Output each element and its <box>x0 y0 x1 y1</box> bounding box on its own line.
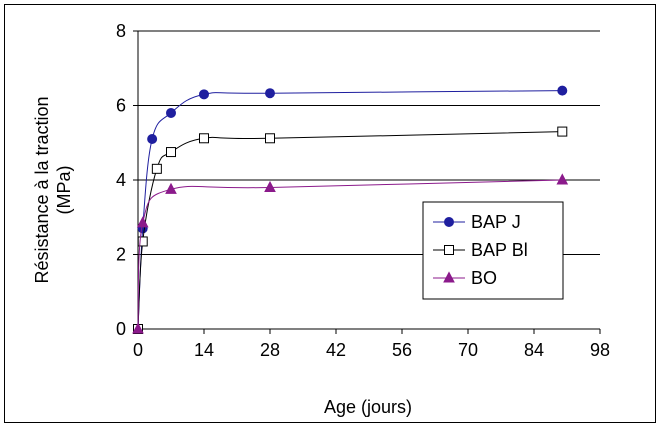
x-tick-label: 70 <box>458 340 478 360</box>
legend-label: BAP Bl <box>471 240 528 260</box>
legend: BAP J BAP Bl BO <box>422 201 564 300</box>
x-tick-label: 0 <box>133 340 143 360</box>
y-axis-title: Résistance à la traction (MPa) <box>32 96 74 283</box>
data-point-bap-j <box>557 85 568 96</box>
legend-marker <box>444 217 454 227</box>
y-tick-label: 8 <box>116 21 126 41</box>
legend-marker <box>444 245 454 255</box>
x-tick-label: 14 <box>194 340 214 360</box>
data-point-bo <box>556 173 569 185</box>
x-axis-title: Age (jours) <box>324 397 412 417</box>
legend-item-bo: BO <box>433 268 497 288</box>
y-tick-label: 0 <box>116 319 126 339</box>
data-point-bap-bl <box>199 133 209 144</box>
x-tick-label: 28 <box>260 340 280 360</box>
data-point-bap-bl <box>166 147 176 158</box>
series-group <box>132 85 569 334</box>
x-tick-label: 98 <box>590 340 610 360</box>
y-tick-label: 2 <box>116 245 126 265</box>
data-point-bo <box>264 180 276 192</box>
legend-item-bap-bl: BAP Bl <box>433 240 528 260</box>
data-point-bo <box>136 216 149 228</box>
y-tick-label: 6 <box>116 96 126 116</box>
x-tick-label: 42 <box>326 340 346 360</box>
data-point-bap-bl <box>151 163 162 174</box>
series-bo <box>132 173 569 334</box>
data-point-bap-j <box>166 107 176 118</box>
data-point-bap-j <box>265 88 275 99</box>
data-point-bo <box>165 182 177 194</box>
x-tick-label: 56 <box>392 340 412 360</box>
legend-marker <box>443 271 455 283</box>
y-axis-title-line-1: Résistance à la traction <box>32 96 52 283</box>
series-line-bo <box>137 179 563 330</box>
y-axis-title-line-2: (MPa) <box>54 166 74 215</box>
data-point-bap-j <box>199 89 209 100</box>
data-point-bo <box>132 322 144 334</box>
legend-item-bap-j: BAP J <box>433 212 521 232</box>
data-point-bap-bl <box>137 236 148 247</box>
legend-label: BAP J <box>471 212 521 232</box>
y-tick-label: 4 <box>116 170 126 190</box>
legend-label: BO <box>471 268 497 288</box>
x-tick-label: 84 <box>524 340 544 360</box>
chart-canvas: 0 2 4 6 8 0 14 28 42 56 70 84 98 BAP J BAP Bl BO Age (… <box>32 21 610 417</box>
data-point-bap-bl <box>557 126 568 137</box>
data-point-bap-bl <box>265 133 275 144</box>
chart-frame: 0 2 4 6 8 0 14 28 42 56 70 84 98 BAP J BAP Bl BO Age (… <box>4 4 656 423</box>
data-point-bap-j <box>147 134 158 145</box>
axes: 0 2 4 6 8 0 14 28 42 56 70 84 98 <box>116 21 610 360</box>
